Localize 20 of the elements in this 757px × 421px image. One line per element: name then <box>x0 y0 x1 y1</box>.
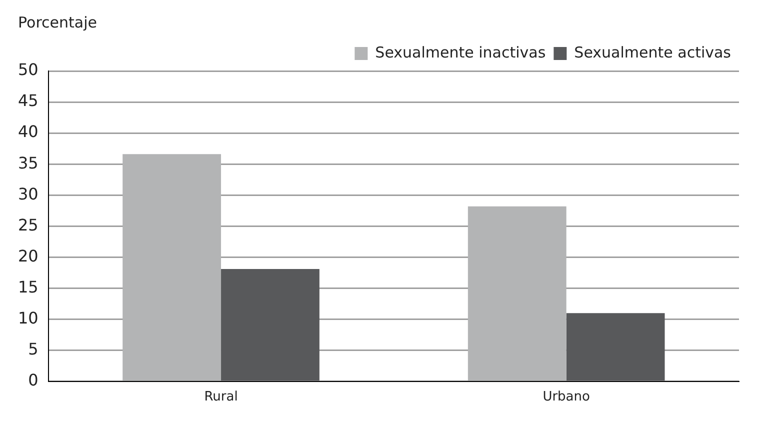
bar <box>468 206 566 381</box>
x-tick-label: Urbano <box>542 390 590 405</box>
legend-label: Sexualmente activas <box>574 43 732 62</box>
y-tick-label: 0 <box>28 370 38 390</box>
x-tick-label: Rural <box>204 390 238 405</box>
y-tick-label: 25 <box>18 215 38 234</box>
bar <box>221 269 320 381</box>
y-tick-label: 20 <box>18 246 38 266</box>
y-tick-label: 5 <box>28 340 38 359</box>
bar <box>122 154 222 381</box>
legend-label: Sexualmente inactivas <box>375 43 546 62</box>
bar <box>566 313 665 381</box>
y-axis-title: Porcentaje <box>18 13 97 32</box>
y-tick-label: 40 <box>18 122 38 142</box>
y-tick-label: 15 <box>18 277 38 296</box>
y-tick-label: 35 <box>18 153 38 172</box>
y-tick-label: 45 <box>18 91 38 110</box>
y-tick-label: 10 <box>18 308 38 328</box>
y-tick-label: 30 <box>18 184 38 204</box>
y-tick-label: 50 <box>18 60 38 80</box>
